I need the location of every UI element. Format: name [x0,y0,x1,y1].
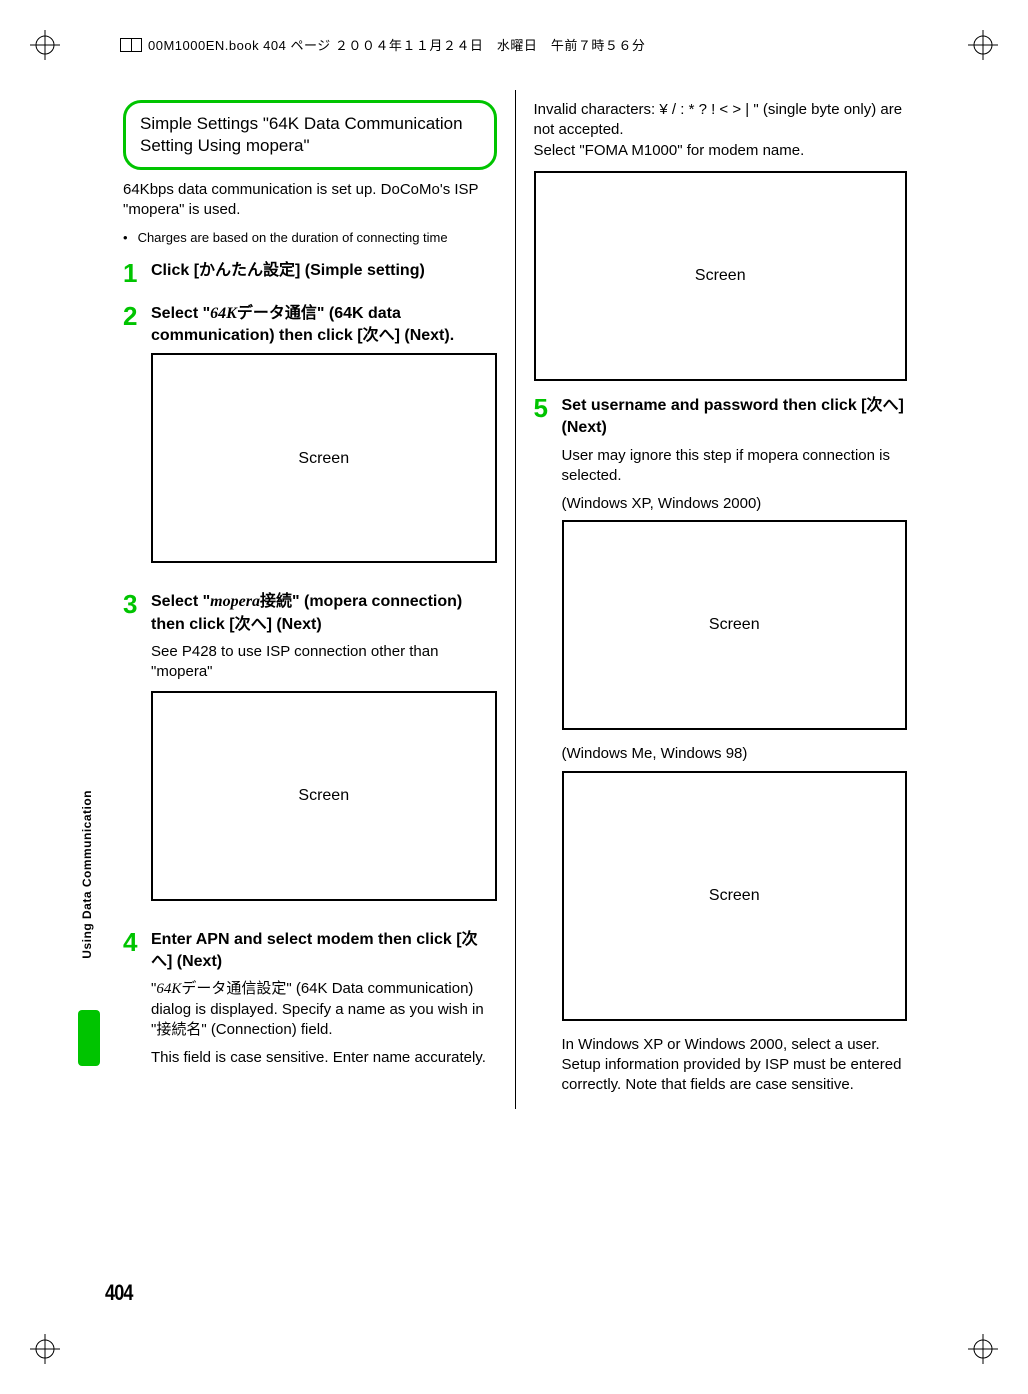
screen-placeholder: Screen [562,520,908,730]
step-2: 2 Select "64Kデータ通信" (64K data communicat… [123,303,497,578]
step-title-ital: 64K [210,305,237,322]
side-accent-block [78,1010,100,1066]
doc-header: 00M1000EN.book 404 ページ ２００４年１１月２４日 水曜日 午… [120,35,645,54]
step-1: 1 Click [かんたん設定] (Simple setting) [123,260,497,288]
book-icon [120,38,142,52]
left-column: Simple Settings "64K Data Communication … [105,90,516,1109]
screen-label: Screen [298,448,349,470]
step-title-ital: mopera [210,593,260,610]
step-desc2: This field is case sensitive. Enter name… [151,1048,497,1068]
intro-text: 64Kbps data communication is set up. DoC… [123,180,497,221]
step-title: Enter APN and select modem then click [次… [151,929,497,974]
screen-label: Screen [709,614,760,636]
side-tab: Using Data Communication [80,790,104,959]
step-desc-ital: 64K [156,981,181,997]
step-5: 5 Set username and password then click [… [534,395,908,1096]
step-number: 4 [123,929,151,1077]
right-note: Invalid characters: ¥ / : * ? ! < > | " … [534,100,908,161]
screen-placeholder: Screen [562,771,908,1021]
callout-title: Simple Settings "64K Data Communication … [140,114,463,155]
side-label: Using Data Communication [80,790,94,959]
crop-mark-icon [968,30,998,60]
screen-placeholder: Screen [151,353,497,563]
step-body: Click [かんたん設定] (Simple setting) [151,260,497,288]
step-title: Select "64Kデータ通信" (64K data communicatio… [151,303,497,348]
step-title-prefix: Select " [151,305,210,322]
step-title: Select "mopera接続" (mopera connection) th… [151,591,497,636]
step-number: 3 [123,591,151,914]
step-title-prefix: Select " [151,593,210,610]
step-3: 3 Select "mopera接続" (mopera connection) … [123,591,497,914]
right-column: Invalid characters: ¥ / : * ? ! < > | " … [516,90,926,1109]
screen-label: Screen [298,785,349,807]
os-label-xp-2000: (Windows XP, Windows 2000) [562,494,908,514]
crop-mark-icon [968,1334,998,1364]
step-number: 2 [123,303,151,578]
step-title: Click [かんたん設定] (Simple setting) [151,260,497,282]
after-note: In Windows XP or Windows 2000, select a … [562,1035,908,1096]
crop-mark-icon [30,30,60,60]
screen-label: Screen [695,265,746,287]
step-desc: User may ignore this step if mopera conn… [562,446,908,487]
bullet-icon: • [123,229,128,247]
bullet-text: Charges are based on the duration of con… [138,229,448,247]
content-area: Simple Settings "64K Data Communication … [105,90,925,1109]
step-body: Enter APN and select modem then click [次… [151,929,497,1077]
step-desc: "64Kデータ通信設定" (64K Data communication) di… [151,979,497,1040]
step-title: Set username and password then click [次へ… [562,395,908,440]
step-number: 1 [123,260,151,288]
section-callout: Simple Settings "64K Data Communication … [123,100,497,170]
screen-placeholder: Screen [534,171,908,381]
os-label-me-98: (Windows Me, Windows 98) [562,744,908,764]
doc-header-text: 00M1000EN.book 404 ページ ２００４年１１月２４日 水曜日 午… [148,35,645,54]
step-body: Set username and password then click [次へ… [562,395,908,1096]
bullet-item: • Charges are based on the duration of c… [123,229,497,247]
page-number: 404 [105,1280,133,1306]
step-number: 5 [534,395,562,1096]
page: 00M1000EN.book 404 ページ ２００４年１１月２４日 水曜日 午… [0,0,1028,1394]
step-body: Select "64Kデータ通信" (64K data communicatio… [151,303,497,578]
step-desc: See P428 to use ISP connection other tha… [151,642,497,683]
step-desc-suffix: データ通信設定" (64K Data communication) dialog… [151,980,484,1038]
step-4: 4 Enter APN and select modem then click … [123,929,497,1077]
screen-placeholder: Screen [151,691,497,901]
screen-label: Screen [709,885,760,907]
crop-mark-icon [30,1334,60,1364]
step-body: Select "mopera接続" (mopera connection) th… [151,591,497,914]
